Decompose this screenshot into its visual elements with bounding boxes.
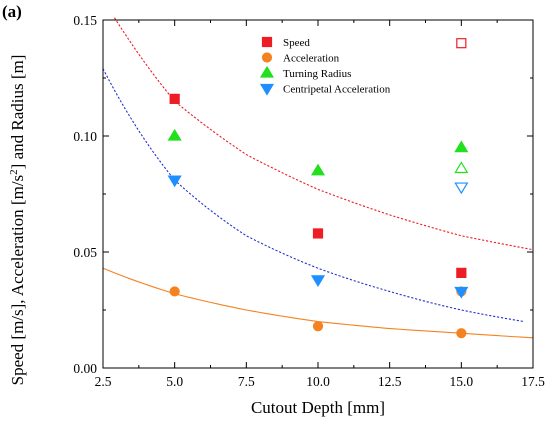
speed-point xyxy=(456,267,467,278)
x-tick-label: 12.5 xyxy=(378,374,402,389)
x-tick-label: 17.5 xyxy=(521,374,545,389)
panel-label: (a) xyxy=(2,2,22,21)
legend-centripetal-acceleration-label: Centripetal Acceleration xyxy=(283,84,391,96)
turning-radius-point xyxy=(167,128,182,141)
turning-radius-open-point xyxy=(454,161,469,174)
axis-ticks: 2.5 5.0 7.5 10.0 12.5 15.0 17.5 0.00 0.05 0.10 0.1… xyxy=(73,13,545,389)
legend: Speed Acceleration Turning Radius Centripet… xyxy=(259,36,391,96)
speed-point xyxy=(312,228,324,239)
x-tick-label: 5.0 xyxy=(166,374,183,389)
turning-radius-point xyxy=(310,163,326,176)
x-axis-label: Cutout Depth [mm] xyxy=(251,398,385,417)
x-tick-label: 15.0 xyxy=(450,374,474,389)
y-axis-label-part-2: ] and Radius [m] xyxy=(8,55,27,170)
x-tick-label: 7.5 xyxy=(238,374,255,389)
speed-open-point xyxy=(456,38,467,49)
acceleration-point xyxy=(312,321,324,332)
legend-acceleration-marker xyxy=(261,52,273,63)
legend-turning-radius-label: Turning Radius xyxy=(283,68,351,80)
fit-curve-centripetal-acceleration xyxy=(102,68,525,323)
y-tick-label: 0.00 xyxy=(73,361,97,376)
y-tick-label: 0.10 xyxy=(73,129,97,144)
centripetal-acceleration-point xyxy=(167,175,182,188)
legend-speed-label: Speed xyxy=(283,37,310,49)
y-axis-label: Speed [m/s], Acceleration [m/s2] and Rad… xyxy=(8,55,27,386)
centripetal-acceleration-point xyxy=(454,286,469,299)
y-tick-label: 0.05 xyxy=(73,245,97,260)
y-axis-label-part-1: Speed [m/s], Acceleration [m/s xyxy=(8,175,27,386)
legend-turning-radius-marker xyxy=(259,65,275,78)
data-points xyxy=(167,38,469,339)
speed-point xyxy=(169,93,180,104)
centripetal-acceleration-point xyxy=(310,275,326,288)
y-tick-label: 0.15 xyxy=(73,13,97,28)
legend-acceleration-label: Acceleration xyxy=(283,53,340,65)
x-tick-label: 10.0 xyxy=(306,374,330,389)
legend-speed-marker xyxy=(261,36,273,48)
x-tick-label: 2.5 xyxy=(95,374,112,389)
acceleration-point xyxy=(169,286,180,297)
legend-centripetal-acceleration-marker xyxy=(259,83,275,96)
turning-radius-point xyxy=(454,140,469,153)
centripetal-acceleration-open-point xyxy=(454,182,469,195)
y-axis-label-superscript: 2 xyxy=(8,169,20,175)
acceleration-point xyxy=(456,328,467,339)
fit-curve-speed xyxy=(114,17,534,251)
fit-curves xyxy=(102,17,534,339)
